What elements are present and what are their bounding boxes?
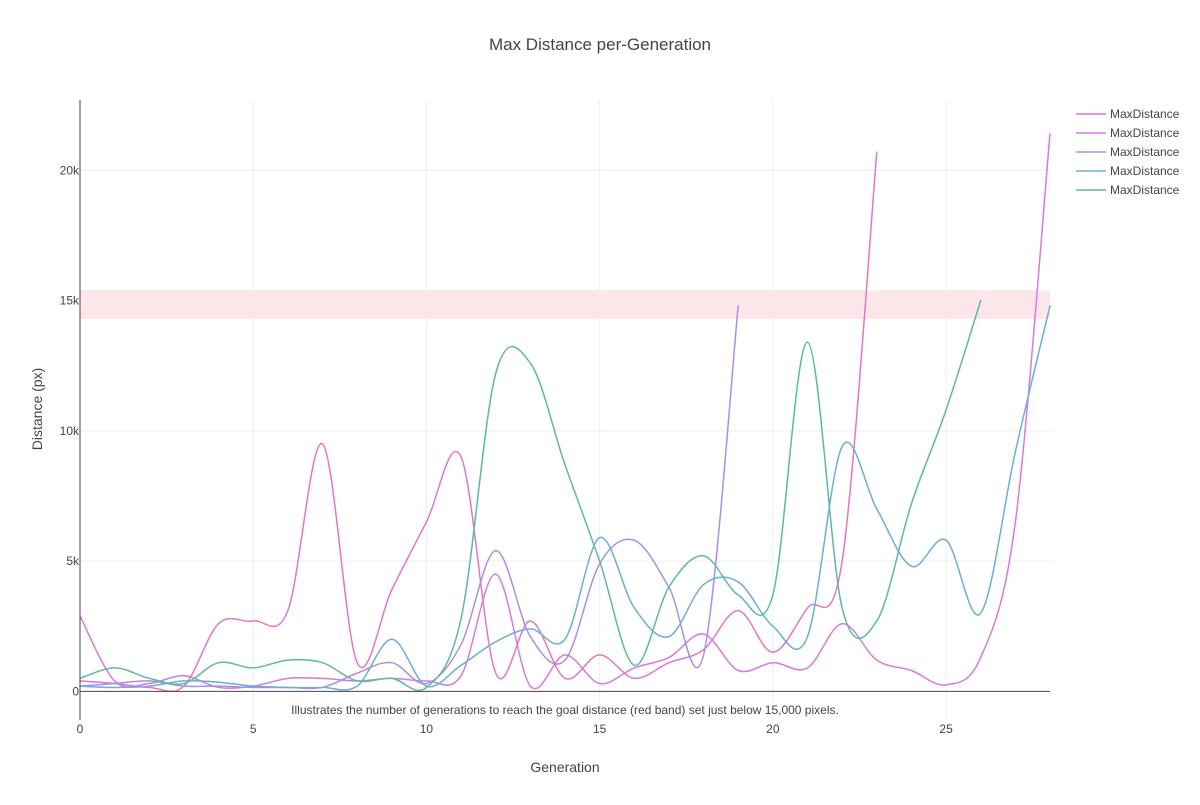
series-line-4[interactable] xyxy=(79,305,1051,691)
legend-label: MaxDistance xyxy=(1110,145,1180,159)
legend-item-2[interactable]: MaxDistance xyxy=(1076,126,1180,140)
series-line-2[interactable] xyxy=(79,133,1051,690)
y-tick-label: 5k xyxy=(66,554,80,568)
series-lines xyxy=(79,133,1051,693)
x-tick-label: 5 xyxy=(250,722,257,736)
goal-distance-band xyxy=(80,290,1050,319)
legend-item-3[interactable]: MaxDistance xyxy=(1076,145,1180,159)
x-tick-label: 15 xyxy=(593,722,607,736)
x-tick-label: 10 xyxy=(420,722,434,736)
y-axis-title: Distance (px) xyxy=(29,368,45,450)
x-axis-title: Generation xyxy=(530,759,599,775)
y-tick-label: 10k xyxy=(60,424,80,438)
series-line-1[interactable] xyxy=(79,151,878,693)
legend-item-1[interactable]: MaxDistance xyxy=(1076,107,1180,121)
legend-item-5[interactable]: MaxDistance xyxy=(1076,183,1180,197)
legend-item-4[interactable]: MaxDistance xyxy=(1076,164,1180,178)
x-tick-label: 0 xyxy=(77,722,84,736)
legend-label: MaxDistance xyxy=(1110,164,1180,178)
chart-annotation: Illustrates the number of generations to… xyxy=(291,703,839,717)
legend-label: MaxDistance xyxy=(1110,183,1180,197)
x-axis-ticks: 0 5 10 15 20 25 xyxy=(77,722,953,736)
x-tick-label: 20 xyxy=(766,722,780,736)
grid-lines xyxy=(80,100,1050,720)
y-tick-label: 15k xyxy=(60,294,80,308)
x-tick-label: 25 xyxy=(939,722,953,736)
chart-title: Max Distance per-Generation xyxy=(489,35,711,54)
legend-label: MaxDistance xyxy=(1110,126,1180,140)
legend[interactable]: MaxDistance MaxDistance MaxDistance MaxDist… xyxy=(1076,107,1180,197)
y-tick-label: 0 xyxy=(72,684,79,698)
series-line-5[interactable] xyxy=(79,299,982,692)
legend-label: MaxDistance xyxy=(1110,107,1180,121)
y-tick-label: 20k xyxy=(60,163,80,177)
y-axis-ticks: 0 5k 10k 15k 20k xyxy=(60,163,80,698)
series-line-3[interactable] xyxy=(79,305,739,690)
